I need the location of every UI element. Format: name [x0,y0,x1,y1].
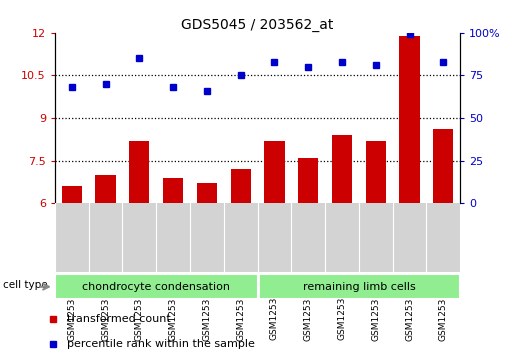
Text: remaining limb cells: remaining limb cells [302,282,415,292]
Bar [129,141,150,203]
Bar [197,183,217,203]
FancyBboxPatch shape [55,274,257,299]
Bar [332,135,352,203]
Text: cell type: cell type [3,281,48,290]
Bar [231,169,251,203]
Bar [62,186,82,203]
Text: percentile rank within the sample: percentile rank within the sample [67,339,255,348]
Bar [366,141,386,203]
Bar [264,141,285,203]
Bar [400,36,419,203]
Bar [433,129,453,203]
Bar [95,175,116,203]
Text: transformed count: transformed count [67,314,171,324]
Text: chondrocyte condensation: chondrocyte condensation [82,282,230,292]
FancyBboxPatch shape [257,274,460,299]
Bar [163,178,183,203]
Bar [298,158,319,203]
Title: GDS5045 / 203562_at: GDS5045 / 203562_at [181,18,334,32]
